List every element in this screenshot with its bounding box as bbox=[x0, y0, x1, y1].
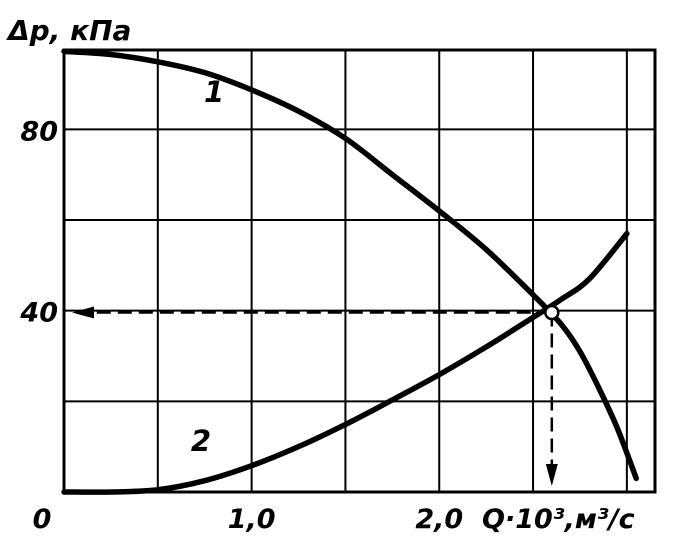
series-label-2: 2 bbox=[191, 424, 211, 458]
operating-point-marker bbox=[544, 304, 560, 321]
x-tick-label: 1,0 bbox=[228, 504, 276, 535]
labels-layer: Δp, кПа Q·10³,м³/с 0 1,0 2,0 40 80 1 2 bbox=[6, 14, 635, 535]
series-line-1 bbox=[61, 48, 639, 482]
origin-label: 0 bbox=[33, 504, 52, 535]
operating-point-layer bbox=[72, 304, 560, 486]
y-tick-label: 40 bbox=[19, 298, 58, 329]
arrow-to-x-axis bbox=[545, 464, 558, 486]
plot-frame bbox=[62, 48, 657, 494]
grid bbox=[64, 50, 655, 492]
series-label-1: 1 bbox=[204, 75, 224, 109]
series-line-2 bbox=[61, 230, 630, 495]
series-layer bbox=[61, 48, 639, 495]
arrow-to-y-axis bbox=[72, 306, 94, 319]
x-tick-label: 2,0 bbox=[415, 504, 463, 535]
x-axis-title: Q·10³,м³/с bbox=[482, 504, 635, 535]
y-tick-label: 80 bbox=[20, 116, 58, 147]
y-axis-title: Δp, кПа bbox=[6, 14, 131, 47]
